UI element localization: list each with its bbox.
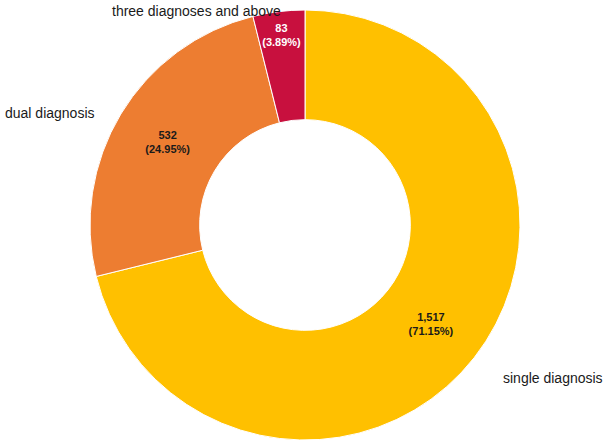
svg-text:three diagnoses and above: three diagnoses and above bbox=[112, 3, 281, 19]
svg-text:single diagnosis: single diagnosis bbox=[503, 370, 603, 386]
svg-text:1,517(71.15%): 1,517(71.15%) bbox=[409, 311, 454, 337]
svg-text:532(24.95%): 532(24.95%) bbox=[145, 129, 190, 155]
svg-text:83(3.89%): 83(3.89%) bbox=[262, 22, 301, 48]
svg-text:dual diagnosis: dual diagnosis bbox=[5, 105, 95, 121]
